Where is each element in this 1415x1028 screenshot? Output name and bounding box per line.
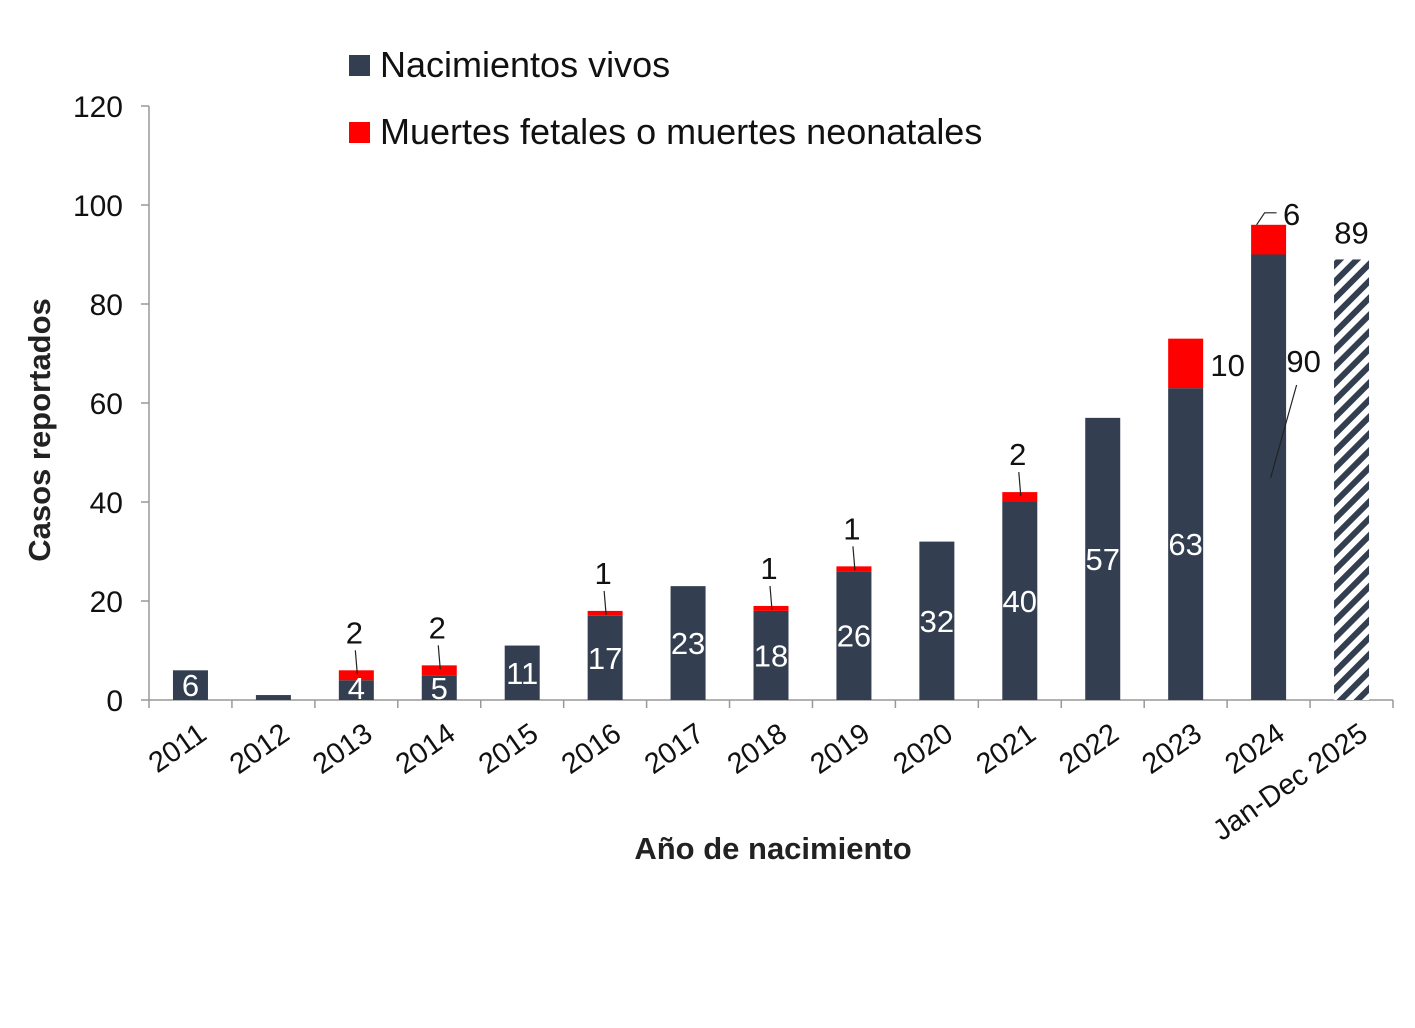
x-tick-label: Jan-Dec 2025 bbox=[1207, 718, 1373, 848]
bar-live bbox=[753, 610, 789, 700]
bar-live bbox=[338, 680, 374, 700]
legend-swatch bbox=[349, 55, 370, 76]
data-label: 6 bbox=[182, 668, 199, 703]
data-label: 23 bbox=[671, 626, 705, 661]
y-tick-label: 0 bbox=[106, 685, 123, 718]
y-tick-label: 20 bbox=[90, 586, 123, 619]
leader-line bbox=[354, 650, 358, 675]
bar-live bbox=[172, 670, 208, 700]
bar-live bbox=[1168, 388, 1204, 700]
y-axis-title: Casos reportados bbox=[22, 298, 57, 562]
data-label: 57 bbox=[1085, 542, 1119, 577]
data-label: 63 bbox=[1168, 527, 1202, 562]
x-tick-label: 2019 bbox=[805, 718, 876, 781]
x-tick-label: 2020 bbox=[888, 718, 959, 781]
x-tick-label: 2021 bbox=[971, 718, 1042, 781]
data-label: 18 bbox=[754, 638, 788, 673]
x-tick-label: 2013 bbox=[307, 718, 378, 781]
x-tick-label: 2014 bbox=[390, 718, 461, 781]
y-tick-label: 40 bbox=[90, 487, 123, 520]
data-label: 10 bbox=[1210, 348, 1244, 383]
bar-live bbox=[1002, 502, 1038, 700]
data-label: 2 bbox=[346, 615, 363, 650]
data-label: 90 bbox=[1286, 344, 1320, 379]
bar-live bbox=[587, 615, 623, 700]
x-tick-label: 2011 bbox=[143, 718, 212, 780]
y-tick-label: 120 bbox=[73, 91, 123, 124]
leader-line bbox=[1270, 384, 1298, 479]
x-tick-label: 2016 bbox=[556, 718, 627, 781]
leader-line bbox=[769, 585, 773, 610]
legend-swatch bbox=[349, 122, 370, 143]
x-tick-label: 2023 bbox=[1136, 718, 1207, 781]
data-label: 89 bbox=[1334, 215, 1368, 250]
leader-line bbox=[1256, 212, 1277, 226]
y-tick-label: 60 bbox=[90, 388, 123, 421]
bar-live bbox=[670, 586, 706, 700]
data-label: 2 bbox=[429, 610, 446, 645]
data-label: 6 bbox=[1283, 197, 1300, 232]
bar-live bbox=[919, 541, 955, 700]
leader-line bbox=[852, 546, 856, 571]
bar-fetal-neonatal bbox=[338, 670, 374, 681]
bar-fetal-neonatal bbox=[587, 610, 623, 616]
data-label: 4 bbox=[348, 671, 365, 706]
x-tick-label: 2022 bbox=[1054, 718, 1125, 781]
bar-fetal-neonatal bbox=[421, 665, 457, 676]
leader-line bbox=[603, 590, 607, 615]
bar-live bbox=[504, 645, 540, 700]
bar-live bbox=[421, 675, 457, 700]
y-tick-label: 80 bbox=[90, 289, 123, 322]
y-tick-label: 100 bbox=[73, 190, 123, 223]
bar-live bbox=[836, 571, 872, 700]
leader-line bbox=[437, 645, 441, 670]
bar-fetal-neonatal bbox=[1168, 338, 1204, 389]
data-label: 32 bbox=[920, 604, 954, 639]
bar-fetal-neonatal bbox=[1002, 492, 1038, 502]
data-label: 1 bbox=[595, 556, 612, 591]
data-label: 5 bbox=[431, 671, 448, 706]
data-label: 11 bbox=[506, 656, 538, 691]
data-label: 1 bbox=[760, 551, 777, 586]
x-tick-label: 2018 bbox=[722, 718, 793, 781]
bar-live bbox=[1085, 417, 1121, 700]
leader-line bbox=[1018, 472, 1022, 497]
data-label: 2 bbox=[1009, 437, 1026, 472]
legend-label: Muertes fetales o muertes neonatales bbox=[380, 111, 982, 152]
bar-live bbox=[255, 695, 291, 700]
legend: Nacimientos vivos Muertes fetales o muert… bbox=[349, 44, 982, 152]
bar-fetal-neonatal bbox=[753, 605, 789, 611]
bar-fetal-neonatal bbox=[836, 566, 872, 572]
bar-live bbox=[1251, 254, 1287, 700]
bar-fetal-neonatal bbox=[1251, 224, 1287, 255]
data-labels: 6 4 2 5 2 11 17 1 23 18 1 26 1 32 40 2 57 63 10 90 6 89 bbox=[182, 197, 1369, 706]
bar-live bbox=[1334, 259, 1370, 700]
legend-label: Nacimientos vivos bbox=[380, 44, 670, 85]
x-axis-title: Año de nacimiento bbox=[634, 831, 911, 866]
bars bbox=[172, 224, 1370, 700]
data-label: 26 bbox=[837, 619, 871, 654]
data-label: 17 bbox=[588, 641, 622, 676]
x-tick-label: 2015 bbox=[473, 718, 544, 781]
data-label: 1 bbox=[843, 511, 860, 546]
x-tick-label: 2012 bbox=[224, 718, 295, 781]
x-tick-label: 2017 bbox=[639, 718, 710, 781]
data-label: 40 bbox=[1003, 584, 1037, 619]
